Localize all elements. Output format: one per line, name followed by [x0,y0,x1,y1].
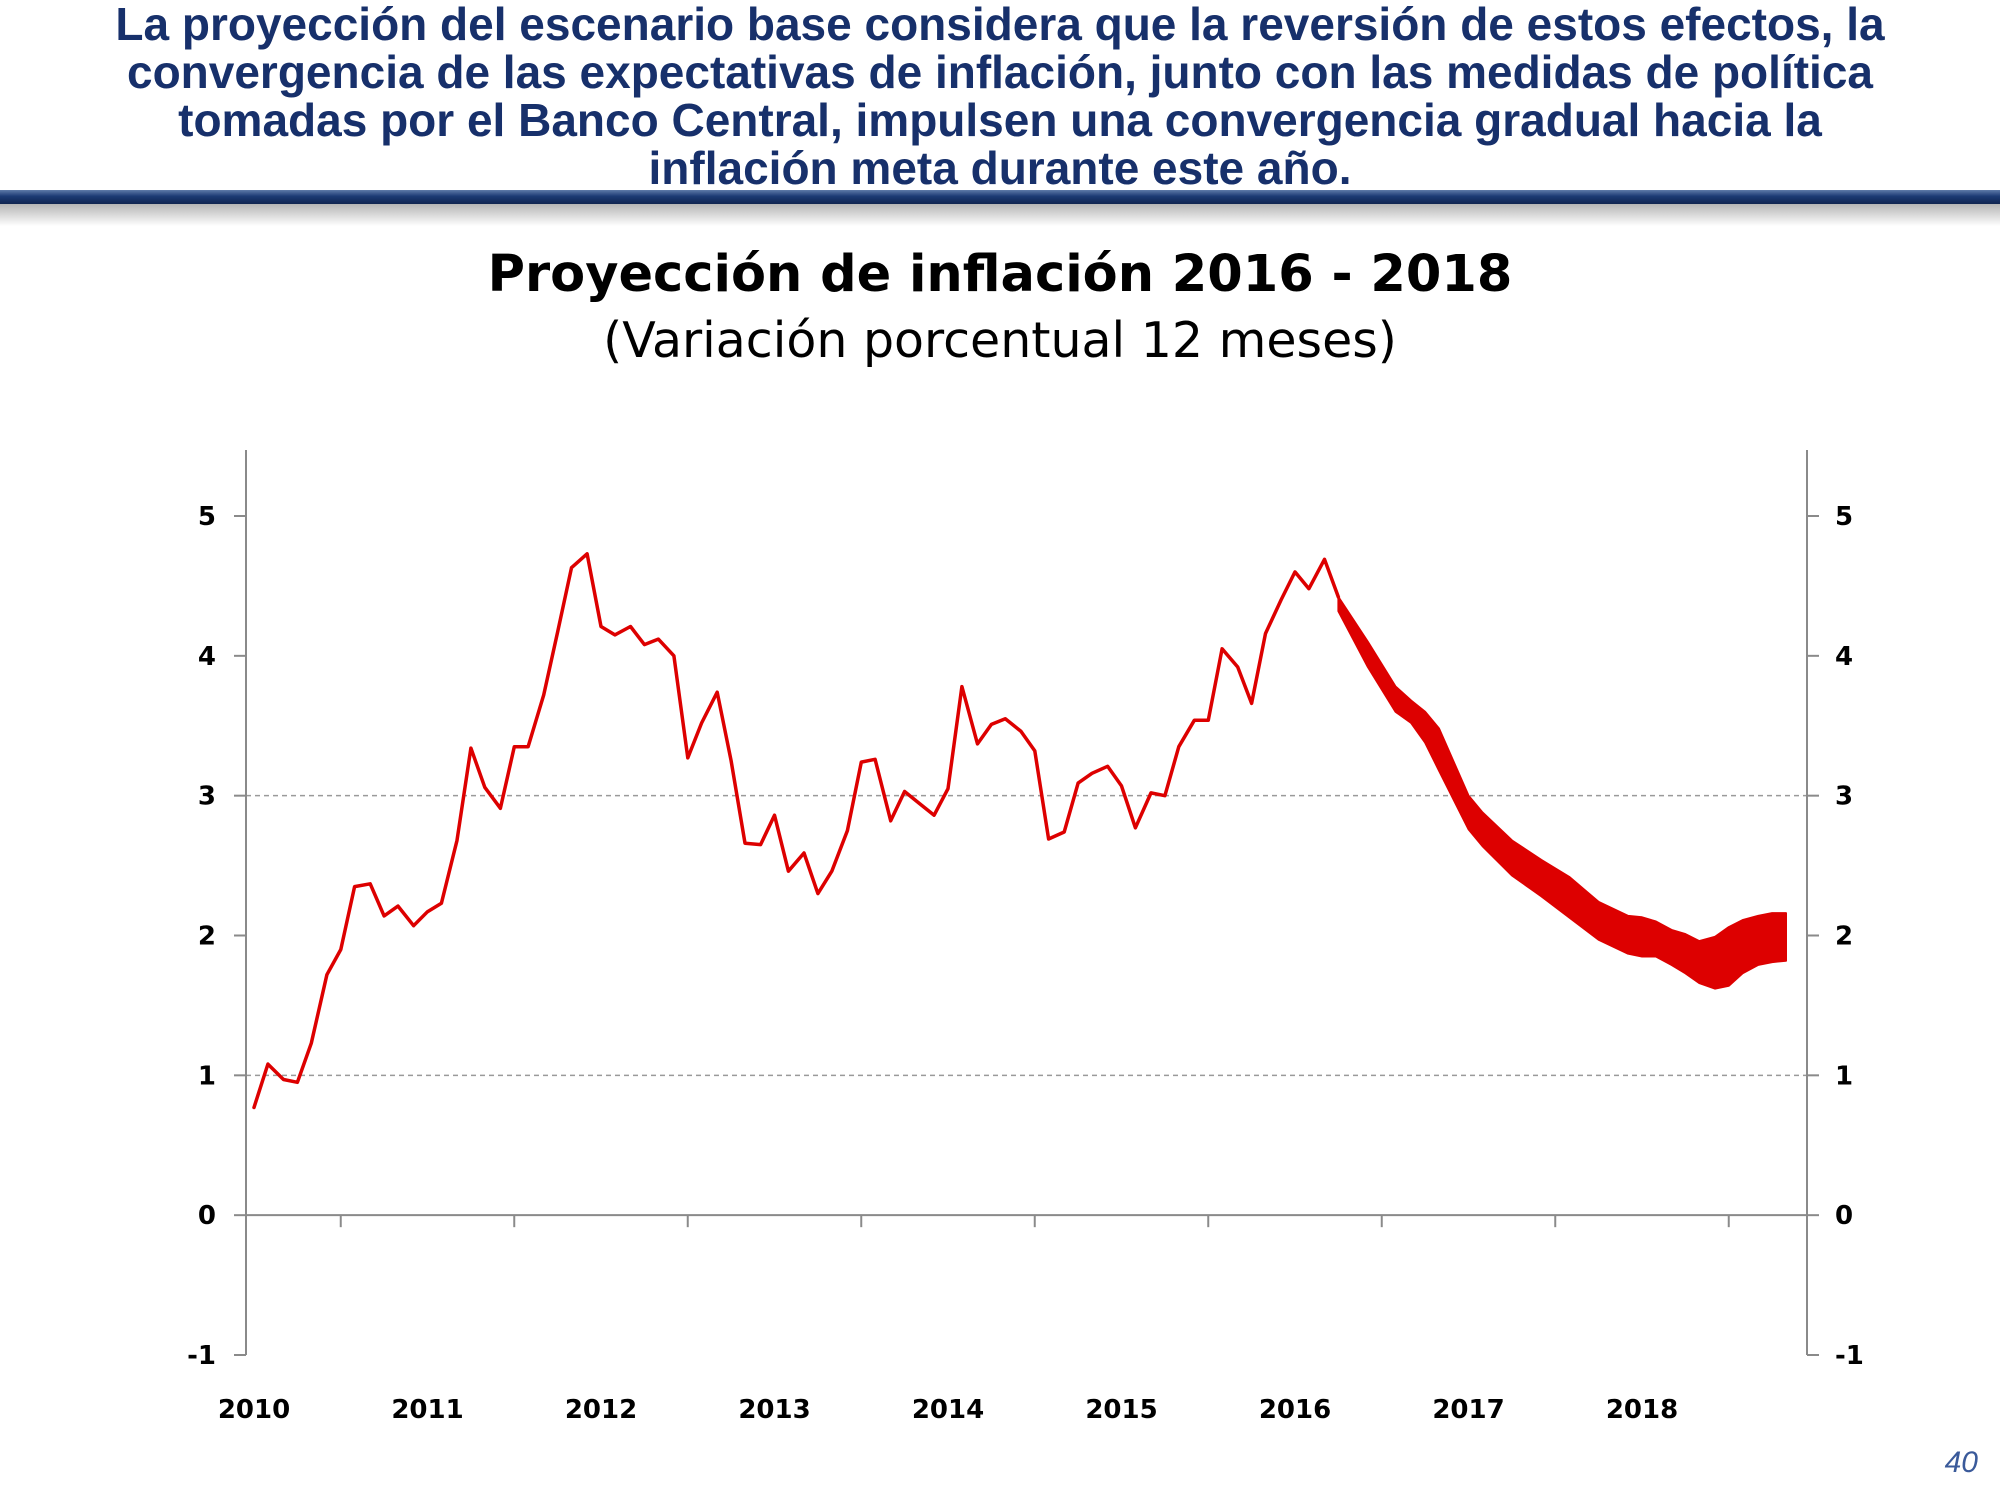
inflation-line [252,552,1341,1110]
header-line: inflación meta durante este año. [648,142,1352,194]
header-line: La proyección del escenario base conside… [115,0,1885,50]
y-tick-label-right: -1 [1835,1341,1864,1371]
x-tick-label: 2017 [1432,1395,1504,1425]
x-tick-label: 2012 [565,1395,637,1425]
y-tick-label-left: 4 [198,642,216,672]
header-divider [0,190,2000,204]
y-tick-label-right: 3 [1835,782,1853,812]
y-tick-label-right: 2 [1835,922,1853,952]
y-tick-label-left: 2 [198,922,216,952]
x-tick-label: 2014 [912,1395,984,1425]
x-tick-label: 2016 [1259,1395,1331,1425]
header-divider-shadow [0,204,2000,226]
chart-title: Proyección de inflación 2016 - 2018 [487,245,1513,304]
x-tick-label: 2013 [738,1395,810,1425]
header-banner: La proyección del escenario base conside… [0,0,2000,192]
header-line: tomadas por el Banco Central, impulsen u… [178,94,1822,146]
y-tick-label-left: 3 [198,782,216,812]
y-tick-label-left: 1 [198,1061,216,1091]
y-tick-label-right: 1 [1835,1061,1853,1091]
header-line: convergencia de las expectativas de infl… [126,46,1873,98]
chart-subtitle: (Variación porcentual 12 meses) [603,312,1397,369]
page-number: 40 [1944,1446,1978,1479]
header-text: La proyección del escenario base conside… [20,0,1980,192]
y-tick-label-right: 0 [1835,1201,1853,1231]
y-tick-label-right: 5 [1835,502,1853,532]
y-tick-label-left: -1 [187,1341,216,1371]
x-tick-label: 2011 [391,1395,463,1425]
x-tick-label: 2010 [218,1395,290,1425]
x-tick-label: 2018 [1606,1395,1678,1425]
y-tick-label-left: 5 [198,502,216,532]
y-tick-label-right: 4 [1835,642,1853,672]
projection-band [1337,596,1787,990]
y-tick-label-left: 0 [198,1201,216,1231]
x-tick-label: 2015 [1085,1395,1157,1425]
